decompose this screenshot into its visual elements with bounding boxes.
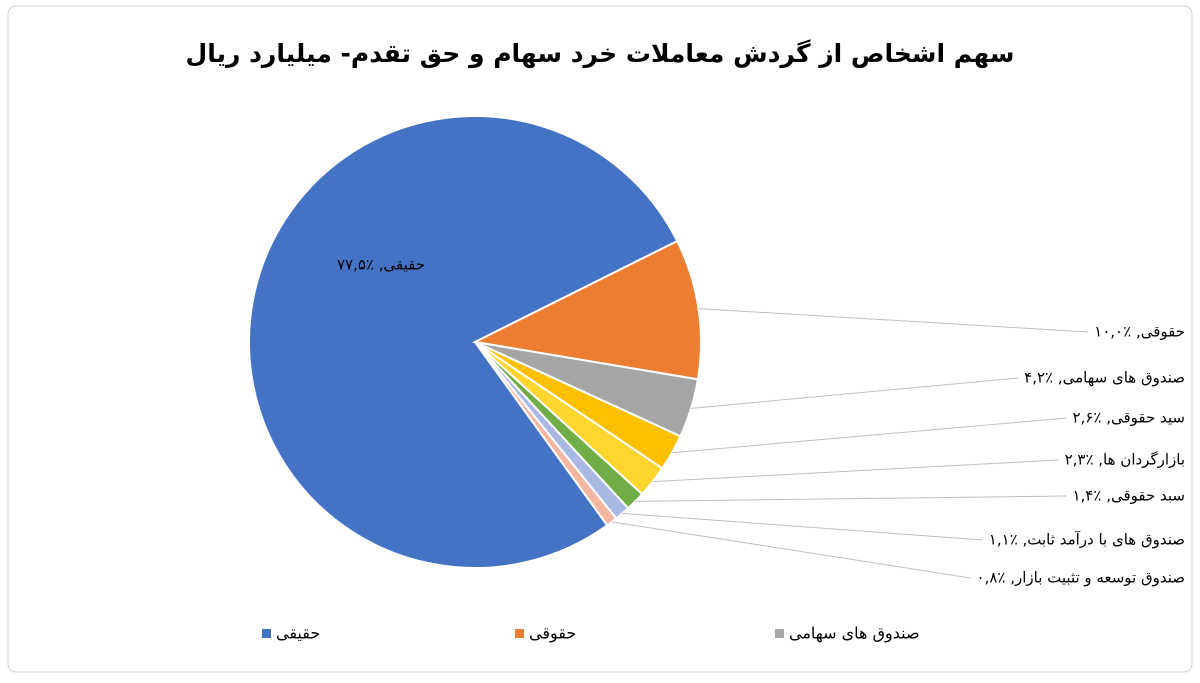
- data-label: صندوق های با درآمد ثابت, ٪۱,۱: [989, 531, 1185, 549]
- leader-line: [635, 495, 1067, 502]
- leader-line: [698, 308, 1089, 333]
- leader-line: [622, 512, 983, 541]
- data-label: سبد حقوقی, ٪۱,۴: [1072, 487, 1185, 505]
- leader-line: [671, 417, 1067, 454]
- leader-line: [690, 377, 1019, 409]
- legend-label: حقیقی: [276, 624, 320, 643]
- data-label: بازارگردان ها, ٪۲,۳: [1065, 451, 1185, 469]
- pie-slice: [248, 114, 679, 569]
- data-label: حقیقی, ٪۷۷,۵: [337, 256, 425, 274]
- data-label: صندوق توسعه و تثبیت بازار, ٪۰,۸: [977, 569, 1185, 587]
- leader-line: [611, 521, 971, 579]
- chart-title: سهم اشخاص از گردش معاملات خرد سهام و حق …: [186, 39, 1015, 69]
- data-label: صندوق های سهامی, ٪۴,۲: [1024, 369, 1185, 387]
- legend-label: حقوقی: [529, 624, 576, 644]
- legend-marker: [515, 629, 524, 638]
- leader-line: [652, 459, 1059, 483]
- legend-marker: [775, 629, 784, 638]
- pie-slice: [474, 341, 618, 527]
- legend-label: صندوق های سهامی: [789, 624, 920, 644]
- data-label: سید حقوقی, ٪۲,۶: [1072, 409, 1185, 427]
- data-label: حقوقی, ٪۱۰,۰: [1094, 323, 1185, 341]
- legend-marker: [262, 629, 271, 638]
